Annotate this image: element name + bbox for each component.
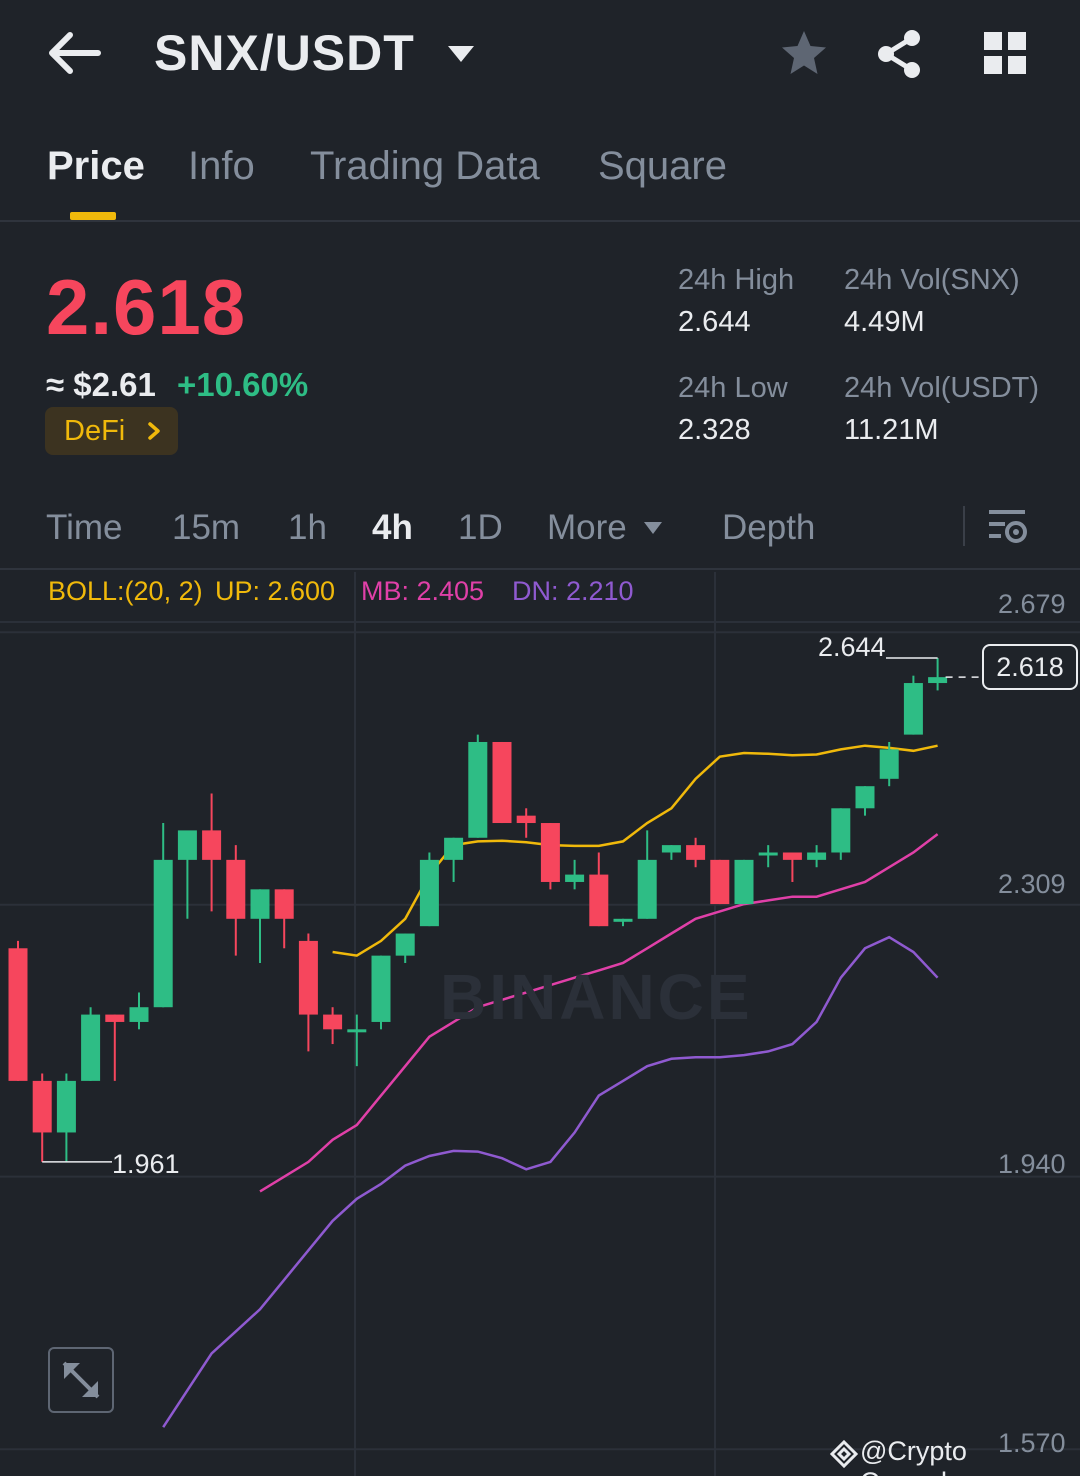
candle-body [32,1080,52,1133]
stat-high-label: 24h High [678,264,795,296]
binance-logo-icon [829,1439,859,1469]
candle-body [250,889,270,919]
candle-body [298,940,318,1015]
candle-body [105,1014,125,1022]
expand-chart-button[interactable] [48,1347,114,1413]
candle-body [395,933,415,956]
tab-info[interactable]: Info [188,144,255,188]
candle-body [589,874,609,927]
candle-body [274,889,294,919]
chart-settings-icon[interactable] [987,506,1029,548]
candle-body [153,859,173,1008]
candle-body [710,859,730,905]
candle-body [371,955,391,1022]
stat-vol-base-value: 4.49M [844,306,925,338]
depth-tab[interactable]: Depth [722,508,816,547]
candle-body [540,823,560,882]
interval-4h[interactable]: 4h [372,508,413,547]
category-tag-button[interactable]: DeFi [45,407,178,455]
stat-high-value: 2.644 [678,306,751,338]
candle-body [855,786,875,809]
candle-body [516,815,536,824]
candle-body [879,749,899,779]
interval-1h[interactable]: 1h [288,508,327,547]
candle-body [807,852,827,860]
candle-body [831,808,851,853]
low-marker-label: 1.961 [112,1149,180,1179]
interval-15m[interactable]: 15m [172,508,241,547]
chart-grid [0,572,1080,1476]
interval-time[interactable]: Time [46,508,123,547]
candle-body [492,741,512,824]
tab-square[interactable]: Square [598,144,727,188]
high-marker-label: 2.644 [818,632,886,662]
expand-icon [62,1361,100,1399]
category-tag-label: DeFi [64,415,126,447]
boll-mb-line [259,833,939,1193]
tab-price[interactable]: Price [47,144,145,188]
boll-up-value: UP: 2.600 [215,576,336,606]
candles [8,657,948,1162]
back-arrow-icon[interactable] [48,28,104,78]
candle-body [226,859,246,919]
candle-body [323,1014,343,1030]
interval-1d[interactable]: 1D [458,508,503,547]
active-tab-indicator [70,212,116,220]
main-tabs: Price Info Trading Data Square [0,130,1080,222]
candle-body [81,1014,101,1081]
stat-vol-quote-value: 11.21M [844,414,939,446]
chevron-right-icon [145,421,163,441]
y-axis-label: 1.570 [998,1428,1066,1458]
y-axis-label: 2.309 [998,869,1066,899]
approx-usd-price: ≈ $2.61 [46,366,156,403]
divider [963,506,965,546]
stat-vol-quote-label: 24h Vol(USDT) [844,372,1040,404]
stat-low-label: 24h Low [678,372,788,404]
boll-dn-line [162,935,939,1428]
candle-body [782,852,802,860]
grid-icon[interactable] [980,28,1032,80]
candle-body [468,741,488,838]
candle-body [613,918,633,922]
interval-bar: Time 15m 1h 4h 1D More Depth [0,492,1080,570]
pair-title[interactable]: SNX/USDT [154,25,415,81]
last-price: 2.618 [46,263,247,351]
interval-more[interactable]: More [547,508,627,547]
candle-body [8,948,28,1081]
candle-body [347,1029,367,1033]
candle-body [903,683,923,735]
candle-body [419,859,439,927]
price-change-percent: +10.60% [177,366,309,403]
boll-mb-value: MB: 2.405 [361,576,485,606]
candlestick-chart[interactable] [0,572,1080,1476]
candle-body [637,859,657,919]
candle-body [686,845,706,860]
candle-body [758,852,778,856]
tab-trading-data[interactable]: Trading Data [310,144,540,188]
candle-body [661,845,681,853]
candle-body [565,874,585,882]
candle-body [177,830,197,860]
current-price-tag[interactable]: 2.618 [982,644,1078,690]
candle-body [734,859,754,905]
candle-body [56,1080,76,1133]
author-credit: @Crypto Crusador [860,1436,971,1476]
candle-body [202,830,222,860]
caret-down-icon[interactable] [642,520,664,536]
stat-low-value: 2.328 [678,414,751,446]
star-icon[interactable] [778,28,830,80]
y-axis-label: 2.679 [998,589,1066,619]
candle-body [129,1007,149,1022]
candle-body [444,837,464,860]
share-icon[interactable] [874,28,926,80]
caret-down-icon[interactable] [444,38,478,68]
exchange-watermark: BINANCE [440,961,753,1033]
extreme-markers [42,657,980,1163]
top-bar: SNX/USDT [0,0,1080,110]
candle-body [928,677,948,684]
stat-vol-base-label: 24h Vol(SNX) [844,264,1020,296]
y-axis-label: 1.940 [998,1149,1066,1179]
boll-label: BOLL:(20, 2) [48,576,203,606]
boll-dn-value: DN: 2.210 [512,576,634,606]
